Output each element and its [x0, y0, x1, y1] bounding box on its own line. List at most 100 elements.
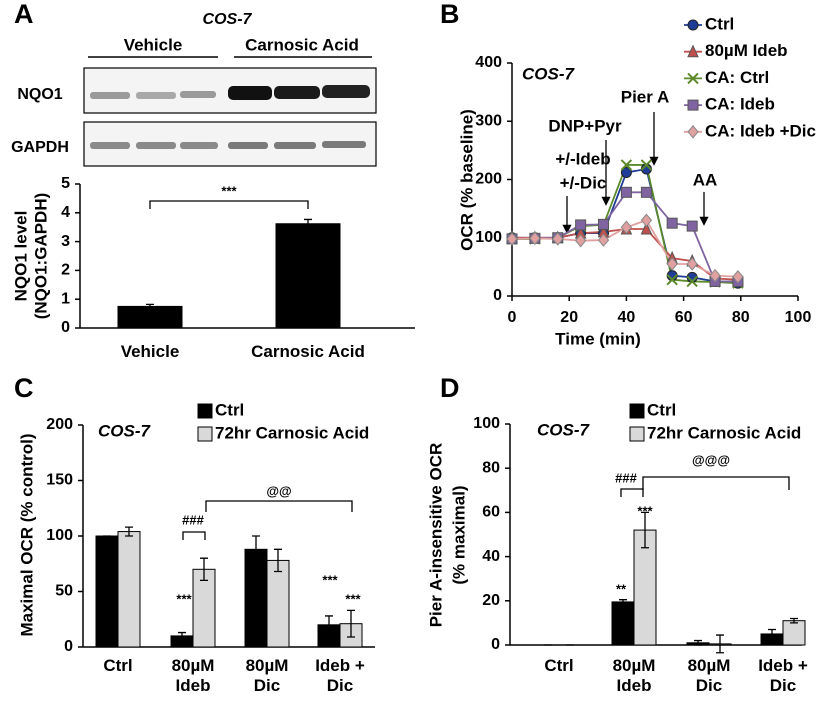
marker — [709, 268, 721, 283]
y-tick-label: 0 — [64, 638, 73, 655]
y-tick-label: 100 — [473, 415, 500, 432]
x-axis-label: Time (min) — [555, 329, 641, 348]
marker — [640, 186, 652, 198]
marker — [666, 217, 678, 229]
marker — [620, 167, 632, 179]
error-bar — [641, 511, 649, 549]
y-tick-label: 1 — [61, 290, 70, 307]
error-bar — [200, 557, 208, 582]
annotation: *** — [637, 503, 653, 518]
x-tick-label: Ideb + Dic — [315, 656, 365, 695]
error-bar — [694, 639, 702, 646]
annotation: @@ — [266, 483, 291, 498]
marker — [574, 233, 587, 248]
legend-swatch — [629, 403, 645, 419]
y-tick-label: 0 — [493, 287, 502, 304]
chart-title: COS-7 — [98, 421, 152, 440]
legend-label: Ctrl — [705, 14, 734, 33]
marker — [687, 19, 699, 31]
panel-label: D — [440, 373, 460, 403]
y-axis-label: OCR (% baseline) — [457, 109, 476, 251]
error-bar — [146, 303, 154, 310]
y-axis-label: Maximal OCR (% control) — [17, 433, 36, 636]
annotation: *** — [176, 591, 192, 606]
annotation: ### — [615, 470, 637, 485]
chart-title: COS-7 — [522, 64, 576, 83]
marker — [598, 218, 610, 230]
y-tick-label: 20 — [482, 592, 500, 609]
y-tick-label: 100 — [475, 229, 502, 246]
x-tick-label: 20 — [560, 309, 578, 326]
error-bar — [304, 218, 312, 229]
y-tick-label: 80 — [482, 459, 500, 476]
error-bar — [274, 548, 282, 573]
marker — [620, 186, 632, 198]
legend-swatch — [197, 426, 213, 442]
y-tick-label: 0 — [61, 319, 70, 336]
legend-label: 80µM Ideb — [705, 41, 788, 60]
y-axis-label: (NQO1:GAPDH) — [31, 193, 50, 320]
bar — [266, 559, 290, 648]
x-tick-label: 100 — [785, 309, 812, 326]
bar — [117, 305, 183, 329]
marker — [686, 275, 698, 288]
bar — [782, 620, 806, 646]
marker — [620, 220, 633, 235]
annotation: ** — [616, 581, 627, 596]
error-bar — [347, 609, 355, 638]
annotation: Pier A — [621, 87, 670, 106]
annotation: ### — [182, 512, 204, 527]
error-bar — [716, 634, 724, 654]
legend-label: CA: Ideb — [705, 95, 775, 114]
y-tick-label: 60 — [482, 504, 500, 521]
marker — [575, 219, 587, 231]
y-tick-label: 100 — [46, 527, 73, 544]
error-bar — [125, 526, 133, 537]
blot-group: Vehicle — [124, 35, 183, 54]
annotation: +/-Dic — [560, 173, 607, 192]
marker — [687, 72, 699, 85]
y-axis-label: Pier A-insensitive OCR — [426, 443, 445, 628]
x-tick-label: 80µM Ideb — [171, 656, 215, 695]
blot-row: NQO1 — [17, 86, 62, 103]
y-tick-label: 2 — [61, 262, 70, 279]
marker — [529, 231, 541, 246]
y-tick-label: 5 — [61, 175, 70, 192]
error-bar — [619, 599, 627, 605]
bracket — [182, 531, 206, 540]
marker — [552, 232, 564, 246]
y-tick-label: 300 — [475, 112, 502, 129]
error-bar — [252, 535, 260, 564]
bar — [611, 601, 635, 646]
marker — [620, 159, 633, 171]
legend-label: CA: Ctrl — [705, 68, 769, 87]
x-tick-label: 80 — [732, 309, 750, 326]
x-tick-label: 0 — [508, 309, 517, 326]
y-tick-label: 200 — [46, 416, 73, 433]
bar — [117, 531, 141, 648]
x-tick-label: 80µM Dic — [687, 656, 731, 695]
annotation: *** — [221, 183, 237, 198]
bar — [244, 548, 268, 648]
y-tick-label: 40 — [482, 548, 500, 565]
x-tick-label: Ideb + Dic — [758, 656, 808, 695]
legend-label: Ctrl — [647, 400, 676, 419]
marker — [687, 44, 699, 58]
legend-label: 72hr Carnosic Acid — [215, 423, 369, 442]
legend-label: CA: Ideb +Dic — [705, 121, 816, 140]
marker — [640, 159, 653, 171]
y-tick-label: 400 — [475, 54, 502, 71]
x-tick-label: Carnosic Acid — [251, 342, 365, 361]
y-axis-label: (% maximal) — [449, 485, 468, 584]
blot — [83, 67, 377, 167]
legend-swatch — [629, 426, 645, 442]
legend-swatch — [197, 403, 213, 419]
panel-label: A — [14, 0, 34, 29]
bar — [275, 223, 341, 329]
marker — [666, 273, 678, 286]
marker — [597, 233, 610, 247]
annotation: *** — [345, 591, 361, 606]
annotation: DNP+Pyr — [548, 116, 622, 135]
marker — [686, 257, 698, 271]
